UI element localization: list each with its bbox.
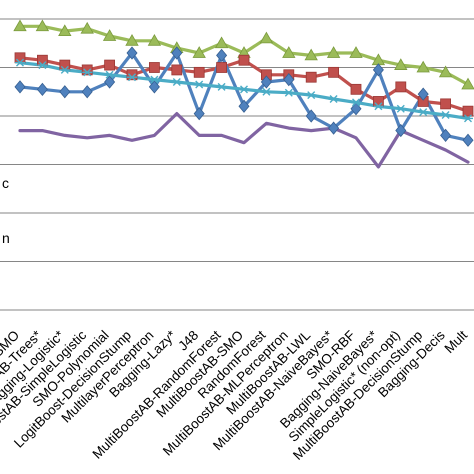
data-point	[304, 48, 318, 61]
data-point	[171, 46, 183, 60]
data-point	[328, 95, 339, 104]
data-point	[148, 62, 160, 73]
data-point	[395, 104, 406, 113]
data-point	[418, 108, 429, 117]
data-point	[147, 34, 162, 46]
data-point	[440, 98, 452, 110]
data-point	[351, 98, 361, 107]
data-point	[395, 123, 407, 138]
data-point	[127, 73, 137, 82]
data-point	[59, 59, 71, 71]
data-point	[259, 31, 274, 44]
data-point	[104, 75, 116, 89]
data-point	[350, 83, 362, 95]
data-point	[328, 121, 340, 135]
data-point	[260, 75, 272, 89]
data-point	[305, 71, 317, 83]
data-point	[283, 88, 294, 97]
data-point	[373, 102, 384, 111]
data-point	[192, 46, 206, 58]
data-point	[394, 58, 408, 70]
data-point	[216, 82, 227, 91]
data-point	[463, 114, 473, 123]
data-point	[395, 81, 407, 93]
data-point	[440, 128, 452, 143]
data-point	[126, 69, 138, 81]
data-point	[306, 91, 317, 100]
data-point	[216, 48, 228, 62]
data-point	[239, 85, 249, 94]
data-point	[126, 46, 138, 60]
data-point	[440, 111, 451, 120]
data-point	[37, 61, 48, 70]
data-point	[148, 80, 160, 94]
data-point	[283, 73, 295, 87]
data-point	[104, 70, 115, 79]
data-point	[372, 96, 384, 107]
data-point	[36, 82, 48, 96]
data-point	[14, 52, 26, 64]
data-point	[59, 65, 70, 74]
data-point	[125, 34, 139, 46]
category-tick-label: Mult	[441, 327, 470, 356]
data-point	[81, 64, 93, 76]
data-point	[102, 29, 117, 41]
data-point	[349, 46, 363, 58]
data-point	[15, 58, 25, 67]
data-point	[81, 85, 93, 99]
data-point	[58, 24, 72, 37]
data-point	[37, 54, 48, 66]
data-point	[282, 46, 296, 58]
data-point	[80, 21, 94, 34]
data-point	[238, 54, 250, 66]
data-point	[13, 19, 27, 32]
data-point	[261, 87, 272, 96]
data-point	[328, 66, 340, 78]
data-point	[193, 106, 205, 121]
data-point	[372, 63, 384, 77]
data-point	[438, 65, 453, 78]
data-point	[171, 78, 182, 87]
data-point	[82, 68, 93, 77]
data-point	[462, 105, 474, 117]
data-point	[104, 59, 115, 71]
category-tick-labels: SMOMultiBoostAB-Trees*Bagging-Logistic*M…	[0, 327, 470, 463]
data-point	[193, 66, 205, 78]
legend-fragments: c n	[2, 175, 10, 246]
data-point	[416, 60, 430, 73]
data-point	[149, 75, 160, 84]
data-point	[305, 109, 317, 123]
series-markers	[13, 19, 474, 147]
data-point	[194, 80, 205, 89]
data-point	[462, 133, 474, 147]
data-point	[326, 46, 341, 58]
data-point	[238, 99, 250, 113]
legend-fragment-c: c	[2, 175, 9, 191]
data-point	[35, 19, 50, 32]
data-point	[59, 85, 71, 99]
data-point	[216, 62, 228, 73]
series-line-5	[18, 111, 470, 169]
data-point	[214, 36, 229, 49]
legend-fragment-n: n	[2, 230, 10, 246]
data-point	[461, 77, 474, 90]
data-point	[417, 87, 429, 101]
data-point	[171, 64, 183, 76]
data-point	[14, 80, 26, 94]
